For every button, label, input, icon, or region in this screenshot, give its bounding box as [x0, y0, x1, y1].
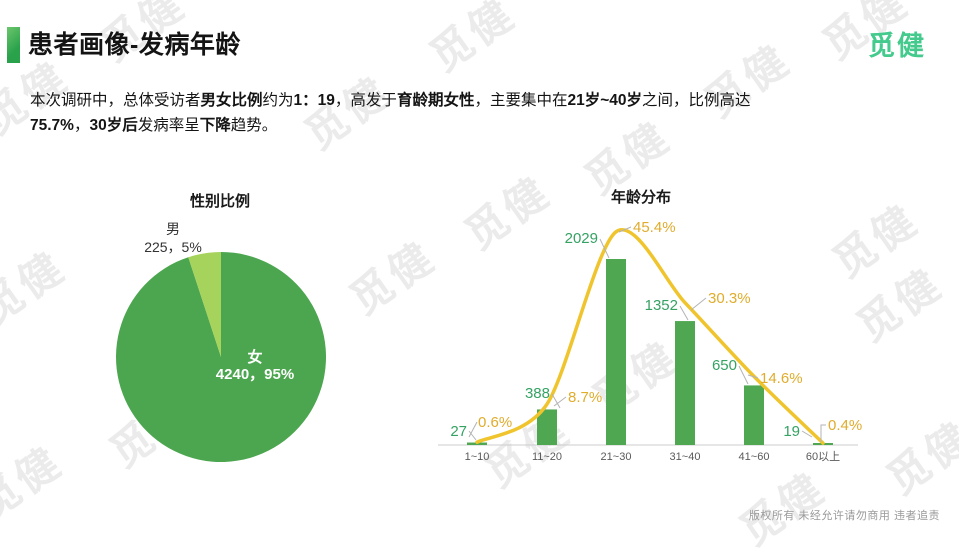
percent-label: 8.7% [568, 389, 602, 406]
intro-emphasis: 30岁后 [89, 117, 138, 134]
bar-value-label: 1352 [645, 297, 678, 314]
intro-paragraph: 本次调研中，总体受访者男女比例约为1：19，高发于育龄期女性，主要集中在21岁~… [30, 88, 942, 138]
pie-female-label-name: 女 [247, 348, 262, 366]
label-leader-line [820, 424, 826, 442]
x-tick-label: 31~40 [670, 451, 701, 463]
percent-label: 0.6% [478, 414, 512, 431]
percent-label: 0.4% [828, 417, 862, 434]
label-leader-line [599, 238, 610, 259]
bar-value-label: 2029 [565, 230, 598, 247]
label-leader-line [618, 226, 632, 233]
intro-text: 约为 [262, 92, 294, 109]
x-tick-label: 60以上 [806, 450, 840, 463]
brand-watermark: 觅健 [0, 242, 74, 334]
brand-watermark: 觅健 [421, 0, 524, 81]
intro-emphasis: 75.7% [30, 117, 74, 134]
label-leader-line [747, 374, 759, 379]
percent-label: 30.3% [708, 290, 751, 307]
label-leader-line [468, 430, 477, 441]
intro-text: 发病率呈 [137, 117, 200, 134]
bar-11~20 [537, 409, 557, 445]
intro-text: 本次调研中，总体受访者 [30, 92, 201, 109]
bar-value-label: 650 [712, 357, 737, 374]
pie-female-label-value: 4240，95% [216, 366, 294, 383]
intro-text: ， [73, 117, 90, 134]
pie-male-label-name: 男 [166, 221, 180, 237]
age-distribution-chart: 年龄分布 27 388 2029 1352 650 19 0.6% 8.7% 45.4% 30.3%… [438, 188, 862, 463]
bar-value-label: 388 [525, 385, 550, 402]
pie-slice-male [188, 252, 221, 357]
brand-logo: 觅健 [868, 31, 926, 61]
label-leader-line [690, 297, 707, 311]
copyright-notice: 版权所有 未经允许请勿商用 违者追责 [748, 510, 940, 522]
bar-21~30 [606, 259, 626, 445]
label-leader-line [738, 365, 749, 385]
bar-31~40 [675, 321, 695, 445]
intro-text: 之间，比例高达 [642, 92, 751, 109]
brand-watermark: 觅健 [0, 437, 71, 529]
brand-watermark: 觅健 [878, 412, 959, 504]
x-tick-label: 41~60 [739, 451, 770, 463]
pie-male-label-value: 225，5% [144, 239, 202, 255]
label-leader-line [679, 305, 689, 321]
label-leader-line [468, 421, 478, 438]
x-tick-label: 1~10 [465, 451, 490, 463]
intro-emphasis: 育龄期女性 [396, 92, 475, 109]
intro-emphasis: 1：19 [293, 92, 335, 109]
intro-emphasis: 男女比例 [200, 92, 263, 109]
bar-chart-title: 年龄分布 [611, 188, 671, 206]
percent-trend-curve [475, 228, 825, 445]
label-leader-line [801, 430, 813, 438]
pie-male-slice-label: 男 225，5% [123, 220, 223, 256]
intro-text: 趋势。 [230, 117, 278, 134]
page-title: 患者画像-发病年龄 [28, 31, 241, 59]
bar-value-label: 27 [450, 423, 467, 440]
label-leader-line [553, 396, 567, 407]
label-leader-line [551, 393, 561, 409]
pie-slice-female [116, 252, 327, 462]
intro-emphasis: 下降 [199, 117, 231, 134]
percent-label: 14.6% [760, 370, 803, 387]
intro-emphasis: 21岁~40岁 [567, 92, 643, 109]
x-tick-label: 11~20 [532, 451, 562, 463]
bar-41~60 [744, 385, 764, 445]
intro-text: ，高发于 [334, 92, 397, 109]
x-tick-label: 21~30 [601, 451, 632, 463]
pie-chart-title: 性别比例 [189, 193, 250, 210]
intro-text: ，主要集中在 [474, 92, 568, 109]
title-accent-bar [7, 27, 20, 63]
percent-label: 45.4% [633, 219, 676, 236]
bar-value-label: 19 [783, 423, 800, 440]
